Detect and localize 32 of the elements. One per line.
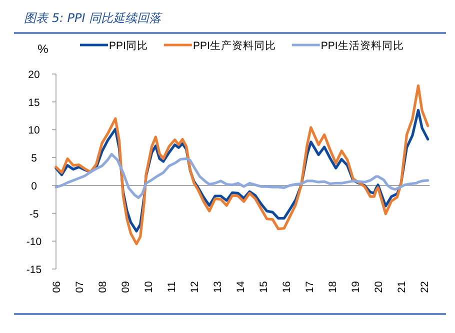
y-tick-label: 20 [28,69,40,81]
x-tick-label: 11 [166,281,178,292]
x-tick-label: 10 [143,281,155,293]
y-tick-label: 5 [31,152,38,165]
x-tick-label: 09 [120,281,132,293]
y-tick-label: -5 [29,208,39,220]
y-tick-label: -10 [26,236,42,248]
y-tick-label: 15 [28,96,40,109]
chart-title: 图表 5: PPI 同比延续回落 [24,11,164,25]
legend-label: PPI生活资料同比 [320,39,404,52]
legend-label: PPI生产资料同比 [192,39,276,52]
y-axis-title: % [38,42,49,56]
x-tick-label: 13 [212,281,224,293]
x-tick-label: 18 [327,281,339,293]
y-tick-label: -15 [26,264,42,276]
x-tick-label: 16 [281,281,293,293]
x-tick-label: 08 [97,281,109,293]
x-tick-label: 19 [350,281,362,293]
legend-label: PPI同比 [109,39,148,52]
x-tick-label: 12 [189,281,201,293]
x-tick-label: 14 [235,281,247,293]
y-tick-label: 0 [31,180,38,192]
line-series [54,152,430,199]
x-tick-label: 06 [51,281,63,293]
x-tick-label: 07 [74,281,86,293]
x-tick-label: 21 [396,281,408,293]
x-tick-label: 20 [373,281,385,293]
y-tick-label: 10 [28,124,40,137]
line-series [54,84,430,246]
x-tick-label: 17 [304,281,316,293]
x-tick-label: 15 [258,281,270,293]
x-tick-label: 22 [419,281,431,293]
